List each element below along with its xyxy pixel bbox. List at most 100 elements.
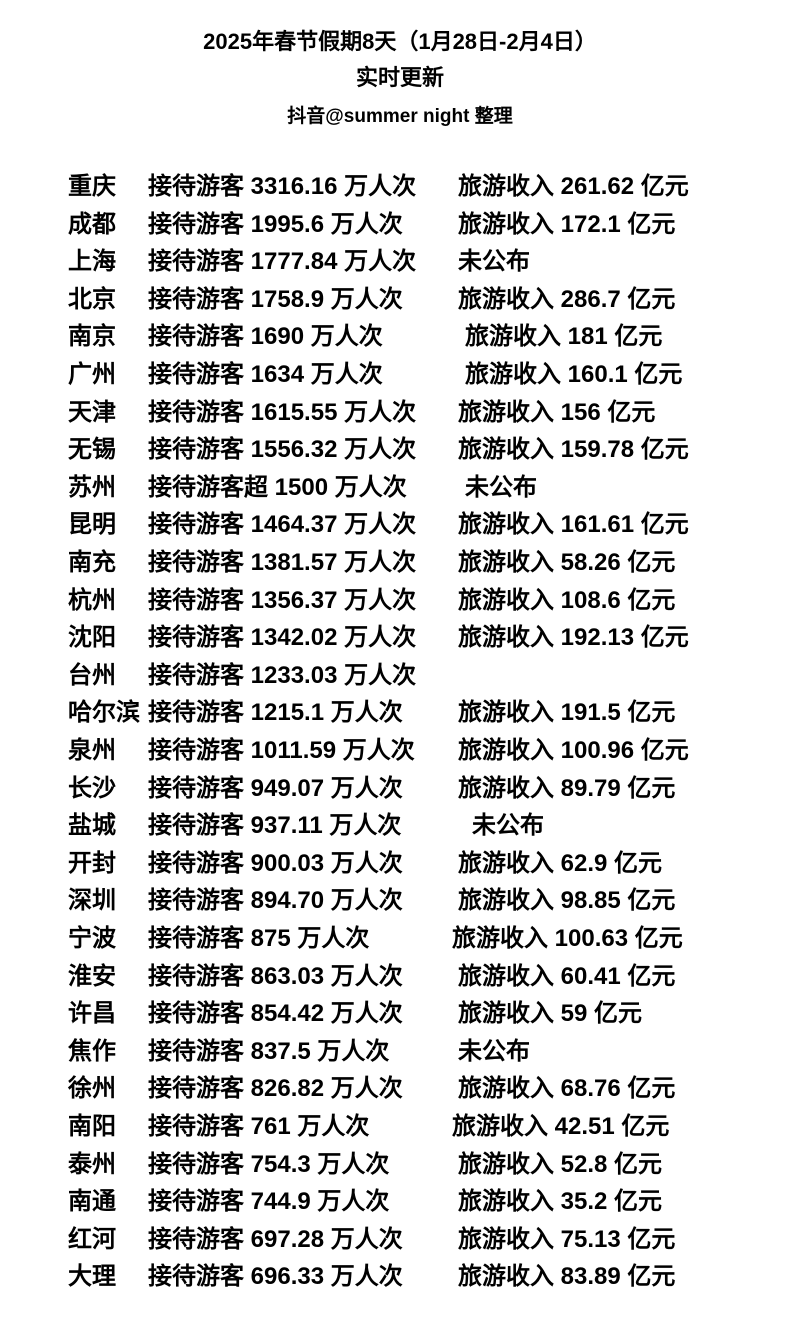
visitor-count: 接待游客 894.70 万人次: [148, 887, 403, 915]
table-row: 深圳 接待游客 894.70 万人次 旅游收入 98.85 亿元: [0, 883, 800, 919]
city-name: 大理: [68, 1263, 116, 1291]
visitor-count: 接待游客 754.3 万人次: [148, 1150, 390, 1178]
tourism-revenue: 旅游收入 60.41 亿元: [458, 962, 676, 990]
city-name: 南阳: [68, 1113, 116, 1140]
table-row: 昆明 接待游客 1464.37 万人次 旅游收入 161.61 亿元: [0, 507, 800, 543]
table-row: 无锡 接待游客 1556.32 万人次 旅游收入 159.78 亿元: [0, 432, 800, 468]
city-name: 沈阳: [68, 624, 116, 652]
tourism-revenue: 旅游收入 100.63 亿元: [452, 925, 683, 952]
city-name: 泰州: [68, 1150, 116, 1178]
table-row: 泰州 接待游客 754.3 万人次 旅游收入 52.8 亿元: [0, 1147, 800, 1183]
tourism-revenue: 旅游收入 156 亿元: [458, 398, 656, 426]
tourism-revenue: 旅游收入 59 亿元: [458, 1000, 643, 1028]
tourism-revenue: 旅游收入 42.51 亿元: [452, 1113, 670, 1140]
page-title: 2025年春节假期8天（1月28日-2月4日）: [203, 29, 597, 54]
tourism-revenue: 旅游收入 98.85 亿元: [458, 887, 676, 915]
visitor-count: 接待游客 1556.32 万人次: [148, 436, 417, 464]
visitor-count: 接待游客 1356.37 万人次: [148, 586, 417, 614]
tourism-revenue: 旅游收入 75.13 亿元: [458, 1225, 676, 1253]
table-row: 广州 接待游客 1634 万人次 旅游收入 160.1 亿元: [0, 357, 800, 393]
city-name: 广州: [68, 361, 116, 388]
tourism-revenue: 旅游收入 89.79 亿元: [458, 774, 676, 802]
table-row: 开封 接待游客 900.03 万人次 旅游收入 62.9 亿元: [0, 846, 800, 882]
table-row: 哈尔滨 接待游客 1215.1 万人次 旅游收入 191.5 亿元: [0, 695, 800, 731]
tourism-revenue: 未公布: [458, 1037, 530, 1065]
city-name: 重庆: [68, 173, 116, 200]
visitor-count: 接待游客 1634 万人次: [148, 361, 383, 388]
table-row: 泉州 接待游客 1011.59 万人次 旅游收入 100.96 亿元: [0, 733, 800, 769]
city-name: 昆明: [68, 511, 116, 539]
visitor-count: 接待游客 1690 万人次: [148, 323, 383, 351]
tourism-revenue: 旅游收入 58.26 亿元: [458, 549, 676, 576]
visitor-count: 接待游客 837.5 万人次: [148, 1037, 390, 1065]
visitor-count: 接待游客 1011.59 万人次: [148, 737, 415, 764]
visitor-count: 接待游客 1758.9 万人次: [148, 285, 403, 313]
table-row: 南通 接待游客 744.9 万人次 旅游收入 35.2 亿元: [0, 1184, 800, 1220]
tourism-revenue: 旅游收入 83.89 亿元: [458, 1263, 676, 1291]
table-row: 淮安 接待游客 863.03 万人次 旅游收入 60.41 亿元: [0, 959, 800, 995]
tourism-revenue: 旅游收入 68.76 亿元: [458, 1075, 676, 1103]
tourism-revenue: 旅游收入 35.2 亿元: [458, 1188, 663, 1216]
city-name: 盐城: [68, 812, 116, 840]
visitor-count: 接待游客 875 万人次: [148, 925, 370, 952]
city-name: 开封: [68, 849, 116, 877]
tourism-revenue: 旅游收入 159.78 亿元: [458, 436, 689, 464]
city-name: 宁波: [68, 925, 116, 952]
visitor-count: 接待游客 949.07 万人次: [148, 774, 403, 802]
visitor-count: 接待游客 854.42 万人次: [148, 1000, 403, 1028]
city-name: 天津: [68, 398, 116, 426]
city-name: 上海: [68, 248, 116, 276]
city-name: 深圳: [68, 887, 116, 915]
visitor-count: 接待游客 863.03 万人次: [148, 962, 403, 990]
table-row: 杭州 接待游客 1356.37 万人次 旅游收入 108.6 亿元: [0, 583, 800, 619]
visitor-count: 接待游客 1777.84 万人次: [148, 248, 417, 276]
table-row: 盐城 接待游客 937.11 万人次 未公布: [0, 808, 800, 844]
table-row: 徐州 接待游客 826.82 万人次 旅游收入 68.76 亿元: [0, 1071, 800, 1107]
city-name: 红河: [68, 1225, 116, 1253]
city-name: 泉州: [68, 737, 116, 764]
tourism-revenue: 旅游收入 100.96 亿元: [458, 737, 689, 764]
city-name: 南充: [68, 549, 116, 576]
city-name: 无锡: [68, 436, 116, 464]
visitor-count: 接待游客 1381.57 万人次: [148, 549, 417, 576]
visitor-count: 接待游客 826.82 万人次: [148, 1075, 403, 1103]
tourism-revenue: 旅游收入 161.61 亿元: [458, 511, 689, 539]
city-name: 成都: [68, 210, 116, 238]
table-row: 南阳 接待游客 761 万人次 旅游收入 42.51 亿元: [0, 1109, 800, 1145]
table-row: 南充 接待游客 1381.57 万人次 旅游收入 58.26 亿元: [0, 545, 800, 581]
tourism-revenue: 旅游收入 160.1 亿元: [465, 361, 683, 388]
city-name: 北京: [68, 285, 116, 313]
tourism-revenue: 未公布: [472, 812, 544, 840]
tourism-revenue: 旅游收入 181 亿元: [465, 323, 663, 351]
tourism-revenue: 旅游收入 286.7 亿元: [458, 285, 676, 313]
table-row: 成都 接待游客 1995.6 万人次 旅游收入 172.1 亿元: [0, 207, 800, 243]
credit-line: 抖音@summer night 整理: [287, 106, 513, 127]
visitor-count: 接待游客 1215.1 万人次: [148, 699, 403, 727]
table-row: 宁波 接待游客 875 万人次 旅游收入 100.63 亿元: [0, 921, 800, 957]
tourism-revenue: 旅游收入 52.8 亿元: [458, 1150, 663, 1178]
table-row: 重庆 接待游客 3316.16 万人次 旅游收入 261.62 亿元: [0, 169, 800, 205]
visitor-count: 接待游客超 1500 万人次: [148, 473, 407, 501]
city-name: 哈尔滨: [68, 699, 140, 727]
city-name: 长沙: [68, 774, 116, 802]
tourism-revenue: 未公布: [465, 473, 537, 501]
tourism-revenue: 旅游收入 108.6 亿元: [458, 586, 676, 614]
tourism-revenue: 旅游收入 261.62 亿元: [458, 173, 689, 200]
tourism-revenue: 旅游收入 192.13 亿元: [458, 624, 689, 652]
city-name: 杭州: [68, 586, 116, 614]
city-name: 苏州: [68, 473, 116, 501]
visitor-count: 接待游客 900.03 万人次: [148, 849, 403, 877]
table-row: 上海 接待游客 1777.84 万人次 未公布: [0, 244, 800, 280]
city-name: 徐州: [68, 1075, 116, 1103]
table-row: 许昌 接待游客 854.42 万人次 旅游收入 59 亿元: [0, 996, 800, 1032]
table-row: 北京 接待游客 1758.9 万人次 旅游收入 286.7 亿元: [0, 282, 800, 318]
table-row: 红河 接待游客 697.28 万人次 旅游收入 75.13 亿元: [0, 1222, 800, 1258]
visitor-count: 接待游客 744.9 万人次: [148, 1188, 390, 1216]
visitor-count: 接待游客 1464.37 万人次: [148, 511, 417, 539]
city-name: 许昌: [68, 1000, 116, 1028]
table-row: 南京 接待游客 1690 万人次 旅游收入 181 亿元: [0, 319, 800, 355]
visitor-count: 接待游客 1342.02 万人次: [148, 624, 417, 652]
table-row: 天津 接待游客 1615.55 万人次 旅游收入 156 亿元: [0, 395, 800, 431]
visitor-count: 接待游客 761 万人次: [148, 1113, 370, 1140]
visitor-count: 接待游客 1995.6 万人次: [148, 210, 403, 238]
